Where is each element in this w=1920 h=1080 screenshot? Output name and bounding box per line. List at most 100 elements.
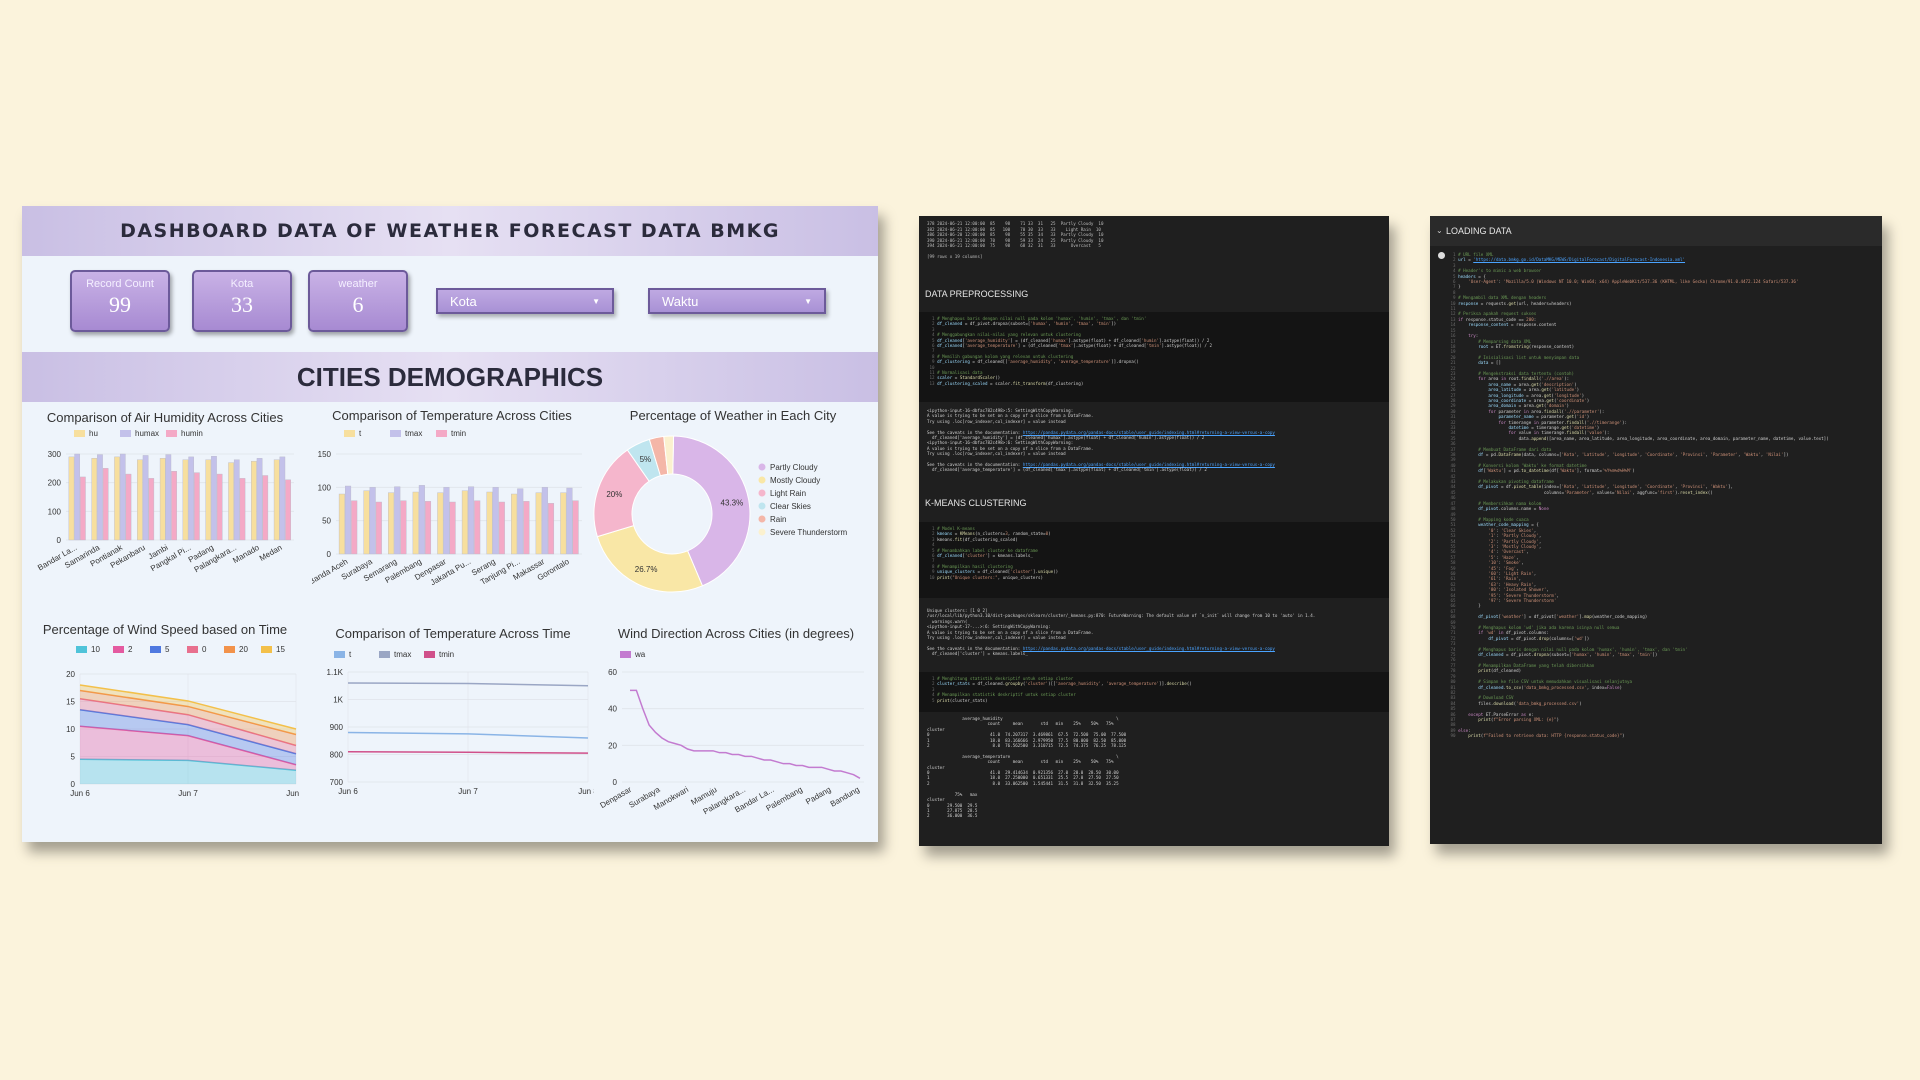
area-series: [80, 726, 296, 771]
code-cell[interactable]: 1 # Menghapus baris dengan nilai null pa…: [919, 312, 1389, 402]
bar: [216, 473, 223, 541]
code-cell[interactable]: 1 # Model K-means 2 kmeans = KMeans(n_cl…: [919, 522, 1389, 598]
bar: [461, 490, 468, 555]
legend-label: humax: [135, 429, 159, 438]
legend-swatch: [758, 528, 766, 536]
kpi-label: Record Count: [86, 278, 154, 290]
legend-swatch: [620, 651, 631, 658]
legend-swatch: [76, 646, 87, 653]
pie-slice: [672, 435, 751, 587]
kpi-weather: weather 6: [308, 270, 408, 332]
line-series: [347, 682, 589, 687]
tick-label: 10: [66, 725, 75, 734]
legend-swatch: [224, 646, 235, 653]
bar: [262, 475, 269, 541]
tick-label: 5: [71, 753, 76, 762]
tick-label: 100: [318, 483, 332, 492]
chart-title: Comparison of Temperature Across Cities: [332, 408, 572, 423]
bar: [142, 455, 149, 541]
weather-pie-chart: Percentage of Weather in Each City 43.3%…: [592, 402, 874, 602]
legend-label: tmax: [394, 650, 411, 659]
bar: [449, 501, 456, 555]
chart-svg: 10 2 5 0 20 15 0 5 10 15 20 Jun 6 Jun 7 Jun 8: [66, 645, 300, 798]
area-series-line: [79, 725, 297, 766]
bar: [194, 472, 200, 541]
notebook-preprocessing-panel: 378 2024-06-21 12:00:00 85 98 71 33 31 2…: [919, 216, 1389, 846]
tick-label: Denpasar: [598, 785, 633, 810]
area-series: [80, 698, 296, 754]
legend-swatch: [344, 430, 355, 437]
dashboard-header: DASHBOARD DATA OF WEATHER FORECAST DATA …: [22, 206, 878, 256]
legend-swatch: [120, 430, 131, 437]
loading-code-cell[interactable]: 1 # URL file XML 2 url = 'https://data.b…: [1448, 252, 1829, 739]
tick-label: 800: [330, 751, 344, 760]
kpi-value: 6: [352, 292, 364, 317]
kpi-label: weather: [338, 278, 378, 290]
tick-label: Padang: [804, 785, 832, 807]
legend-label: t: [349, 650, 352, 659]
kota-filter-dropdown[interactable]: Kota ▼: [436, 288, 614, 314]
bar: [74, 453, 80, 541]
tick-label: Jun 6: [338, 787, 358, 796]
kpi-value: 33: [231, 292, 253, 317]
notebook-loading-panel: ⌄ LOADING DATA 1 # URL file XML 2 url = …: [1430, 216, 1882, 844]
chevron-down-icon[interactable]: ⌄: [1436, 226, 1443, 235]
tick-label: 0: [57, 536, 62, 545]
legend-label: 5: [165, 645, 170, 654]
bar: [233, 459, 240, 541]
legend-swatch: [758, 463, 766, 471]
bar: [182, 459, 189, 541]
tick-label: 700: [330, 778, 344, 787]
chart-svg: 43.3% 26.7% 20% 5% Partly Cloudy Mostly Cloud…: [593, 435, 848, 593]
chart-title: Percentage of Wind Speed based on Time: [42, 622, 288, 637]
section-heading: K-MEANS CLUSTERING: [925, 498, 1027, 508]
bar: [256, 458, 263, 541]
area-series: [80, 685, 296, 735]
pie-slice: [596, 524, 704, 593]
cell-output-warnings: <ipython-input-16-dbfac782c498>:5: Setti…: [927, 408, 1275, 473]
legend-label: 0: [202, 645, 207, 654]
run-cell-icon[interactable]: [1438, 252, 1445, 259]
data-label: 43.3%: [721, 498, 744, 507]
pie-slice: [663, 435, 675, 475]
kpi-row: Record Count 99 Kota 33 weather 6 Kota ▼…: [22, 256, 878, 352]
tick-label: 0: [71, 780, 76, 789]
bar: [285, 479, 291, 541]
bar: [102, 468, 109, 541]
df-line: 394 2024-06-21 12:00:00 75 98 68 32 31 3…: [927, 243, 1101, 249]
bar: [80, 476, 86, 541]
chart-title: Comparison of Air Humidity Across Cities: [46, 410, 284, 425]
bar: [517, 488, 524, 555]
bar: [338, 493, 345, 555]
bar: [165, 454, 172, 541]
legend-swatch: [758, 502, 766, 510]
bar: [468, 486, 475, 555]
line-series: [630, 689, 861, 779]
bar: [205, 459, 212, 541]
tick-label: 50: [322, 517, 331, 526]
bar: [394, 486, 401, 555]
tick-label: 100: [48, 507, 62, 516]
tick-label: 15: [66, 698, 75, 707]
df-line: 390 2024-06-21 12:00:00 70 98 59 33 24 2…: [927, 237, 1104, 243]
waktu-filter-dropdown[interactable]: Waktu ▼: [648, 288, 826, 314]
section-header: CITIES DEMOGRAPHICS: [22, 352, 878, 402]
code-cell[interactable]: 1 # Menghitung statistik deskriptif untu…: [919, 672, 1389, 712]
kpi-record-count: Record Count 99: [70, 270, 170, 332]
bar: [498, 501, 505, 555]
section-header: ⌄ LOADING DATA: [1430, 216, 1882, 246]
legend-label: Rain: [770, 515, 786, 524]
df-shape: [99 rows x 19 columns]: [927, 253, 983, 259]
legend-swatch: [424, 651, 435, 658]
bar: [511, 493, 518, 555]
legend-swatch: [74, 430, 85, 437]
chart-svg: t tmax tmin 700 800 900 1K 1.1K Jun 6 Jun 7 Jun 8: [327, 650, 594, 796]
bar: [443, 487, 450, 555]
bar: [351, 500, 358, 555]
legend-label: 10: [91, 645, 100, 654]
tick-label: Jun 7: [178, 789, 198, 798]
area-series-line: [79, 684, 297, 730]
legend-label: humin: [181, 429, 203, 438]
